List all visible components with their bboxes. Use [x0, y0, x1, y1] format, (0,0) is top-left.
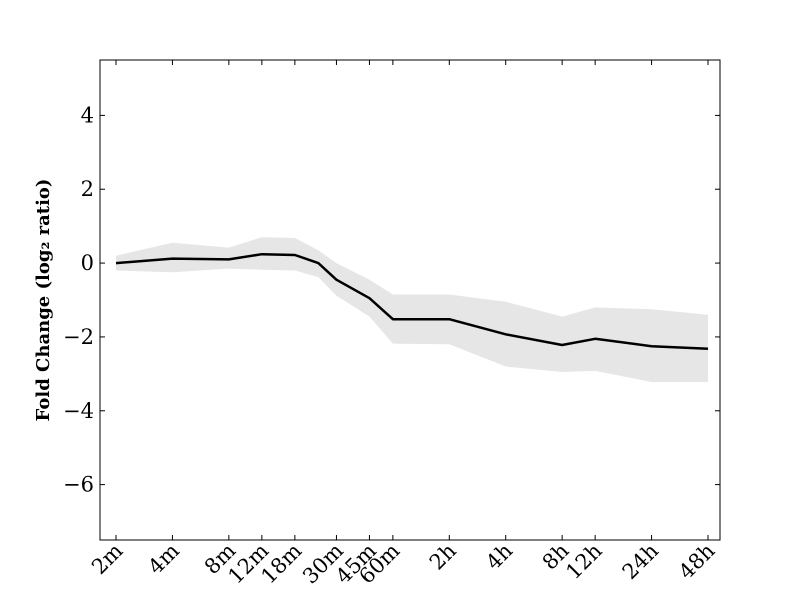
x-tick-label: 4h	[481, 539, 517, 575]
y-tick-label: −4	[63, 399, 94, 423]
y-tick-label: 0	[81, 251, 94, 275]
y-tick-label: 4	[81, 103, 94, 127]
x-tick-label: 2h	[425, 539, 461, 575]
y-tick-label: −2	[63, 325, 94, 349]
y-tick-label: −6	[63, 473, 94, 497]
y-axis-label: Fold Change (log₂ ratio)	[33, 179, 54, 422]
x-tick-label: 12h	[561, 539, 606, 584]
plot-frame	[99, 59, 721, 541]
x-tick-label: 48h	[674, 539, 719, 584]
x-tick-label: 24h	[618, 539, 663, 584]
x-tick-label: 4m	[143, 538, 184, 579]
y-axis: 4 2 0 −2 −4 −6	[63, 103, 720, 497]
x-tick-label: 2m	[87, 539, 128, 580]
x-tick-label: 18m	[256, 539, 306, 589]
mean-series-line	[115, 252, 709, 350]
y-tick-label: 2	[81, 177, 94, 201]
line-layer	[115, 252, 709, 350]
